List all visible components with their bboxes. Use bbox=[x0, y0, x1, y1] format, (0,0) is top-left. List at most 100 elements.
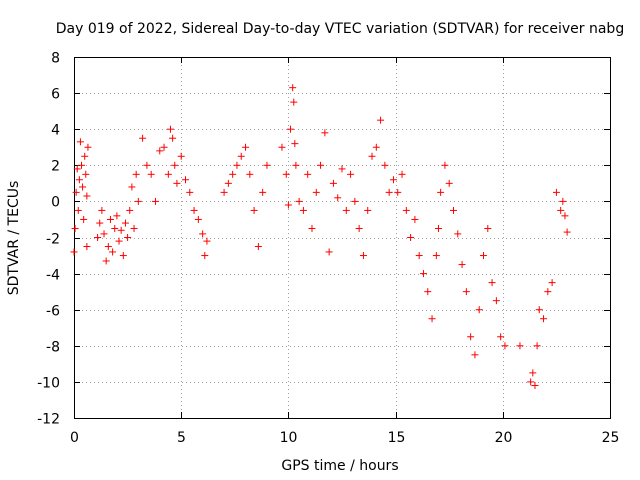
data-point bbox=[106, 215, 114, 223]
data-point bbox=[121, 219, 129, 227]
data-point bbox=[147, 170, 155, 178]
data-point bbox=[130, 224, 138, 232]
data-point bbox=[317, 161, 325, 169]
data-point bbox=[220, 188, 228, 196]
data-point bbox=[325, 248, 333, 256]
data-point bbox=[467, 333, 475, 341]
data-point bbox=[171, 161, 179, 169]
data-point bbox=[190, 206, 198, 214]
data-point bbox=[160, 143, 168, 151]
data-point bbox=[561, 212, 569, 220]
data-point bbox=[290, 98, 298, 106]
data-point bbox=[462, 288, 470, 296]
y-tick-label: 8 bbox=[51, 51, 60, 67]
data-point bbox=[134, 197, 142, 205]
data-point bbox=[166, 125, 174, 133]
data-point bbox=[540, 315, 548, 323]
data-point bbox=[359, 252, 367, 260]
data-point bbox=[338, 165, 346, 173]
data-point bbox=[437, 188, 445, 196]
y-tick-label: -2 bbox=[46, 232, 60, 248]
data-point bbox=[139, 134, 147, 142]
data-point bbox=[557, 206, 565, 214]
data-point bbox=[347, 170, 355, 178]
data-point bbox=[109, 248, 117, 256]
data-point bbox=[398, 170, 406, 178]
data-point bbox=[263, 161, 271, 169]
data-point bbox=[535, 306, 543, 314]
data-point bbox=[355, 224, 363, 232]
data-point bbox=[471, 351, 479, 359]
data-point bbox=[445, 179, 453, 187]
data-point bbox=[278, 143, 286, 151]
data-point bbox=[544, 288, 552, 296]
data-point bbox=[434, 224, 442, 232]
data-point bbox=[96, 219, 104, 227]
data-point bbox=[94, 234, 102, 241]
data-point bbox=[292, 161, 300, 169]
data-point bbox=[552, 188, 560, 196]
data-point bbox=[441, 161, 449, 169]
x-tick-label: 15 bbox=[388, 430, 406, 446]
data-point bbox=[377, 116, 385, 124]
data-point bbox=[284, 201, 292, 209]
y-tick-label: 4 bbox=[51, 123, 60, 139]
data-point bbox=[563, 228, 571, 236]
data-point bbox=[124, 234, 132, 241]
data-point bbox=[143, 161, 151, 169]
data-point bbox=[83, 243, 91, 251]
data-point bbox=[291, 140, 299, 148]
data-point bbox=[364, 206, 372, 214]
data-point bbox=[72, 188, 80, 196]
data-point bbox=[115, 237, 123, 245]
y-tick-label: 0 bbox=[51, 195, 60, 211]
data-point bbox=[79, 183, 87, 191]
data-point bbox=[151, 197, 159, 205]
data-point bbox=[454, 230, 462, 238]
data-point bbox=[233, 161, 241, 169]
data-point bbox=[98, 206, 106, 214]
data-point bbox=[385, 188, 393, 196]
data-point bbox=[224, 179, 232, 187]
y-tick-label: -10 bbox=[37, 376, 60, 392]
data-point bbox=[394, 188, 402, 196]
data-point bbox=[201, 252, 209, 260]
x-axis-ticks: 0 5 10 15 20 25 bbox=[70, 57, 619, 446]
data-point bbox=[199, 230, 207, 238]
data-point bbox=[516, 342, 524, 350]
data-point bbox=[299, 206, 307, 214]
data-point bbox=[70, 248, 78, 256]
data-point bbox=[351, 197, 359, 205]
x-tick-label: 10 bbox=[280, 430, 298, 446]
data-point bbox=[381, 161, 389, 169]
x-tick-label: 5 bbox=[177, 430, 186, 446]
data-point bbox=[229, 170, 237, 178]
data-point bbox=[432, 252, 440, 260]
y-axis-ticks: 8 6 4 2 0 -2 -4 -6 -8 -10 -12 bbox=[37, 51, 610, 428]
data-point bbox=[458, 261, 466, 269]
data-point bbox=[312, 188, 320, 196]
data-point bbox=[372, 143, 380, 151]
data-point bbox=[71, 224, 79, 232]
data-point bbox=[424, 288, 432, 296]
data-point bbox=[287, 125, 295, 133]
data-point bbox=[411, 215, 419, 223]
y-axis-label: SDTVAR / TECUs bbox=[6, 181, 22, 296]
data-point bbox=[181, 176, 189, 184]
data-point bbox=[419, 270, 427, 278]
data-point bbox=[559, 197, 567, 205]
data-point bbox=[73, 165, 81, 173]
data-point bbox=[102, 257, 110, 265]
data-point bbox=[289, 84, 297, 92]
data-point bbox=[100, 230, 108, 238]
data-point bbox=[254, 243, 262, 251]
data-point bbox=[169, 134, 177, 142]
data-point bbox=[492, 297, 500, 305]
data-point bbox=[173, 179, 181, 187]
data-point bbox=[74, 206, 82, 214]
y-tick-label: -12 bbox=[37, 412, 60, 428]
data-point bbox=[415, 252, 423, 260]
chart-title: Day 019 of 2022, Sidereal Day-to-day VTE… bbox=[56, 21, 624, 37]
data-point bbox=[117, 226, 125, 234]
data-point bbox=[531, 382, 539, 390]
